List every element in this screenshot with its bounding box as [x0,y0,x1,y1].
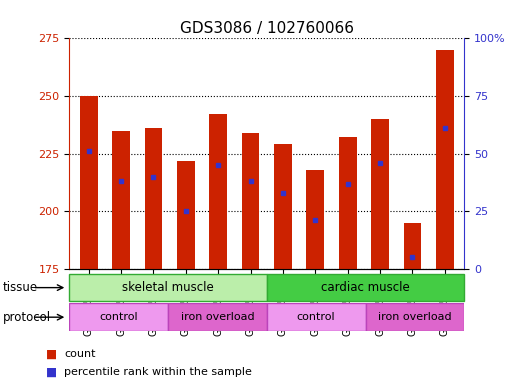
Text: ■: ■ [46,366,57,379]
Bar [371,119,389,269]
Bar [145,128,162,269]
Bar [209,114,227,269]
Text: skeletal muscle: skeletal muscle [122,281,214,294]
Text: control: control [100,312,138,322]
Text: percentile rank within the sample: percentile rank within the sample [64,367,252,377]
Bar [69,274,267,301]
Bar [112,131,130,269]
Bar [404,223,421,269]
Text: tissue: tissue [3,281,37,294]
Bar [242,133,260,269]
Text: control: control [297,312,336,322]
Bar [69,303,168,331]
Bar [267,303,365,331]
Title: GDS3086 / 102760066: GDS3086 / 102760066 [180,21,354,36]
Bar [267,274,464,301]
Text: iron overload: iron overload [378,312,452,322]
Bar [306,170,324,269]
Bar [80,96,97,269]
Bar [365,303,464,331]
Text: protocol: protocol [3,311,51,324]
Bar [339,137,357,269]
Text: ■: ■ [46,348,57,361]
Bar [274,144,292,269]
Text: count: count [64,349,95,359]
Text: cardiac muscle: cardiac muscle [321,281,410,294]
Bar [436,50,453,269]
Text: iron overload: iron overload [181,312,254,322]
Bar [177,161,195,269]
Bar [168,303,267,331]
